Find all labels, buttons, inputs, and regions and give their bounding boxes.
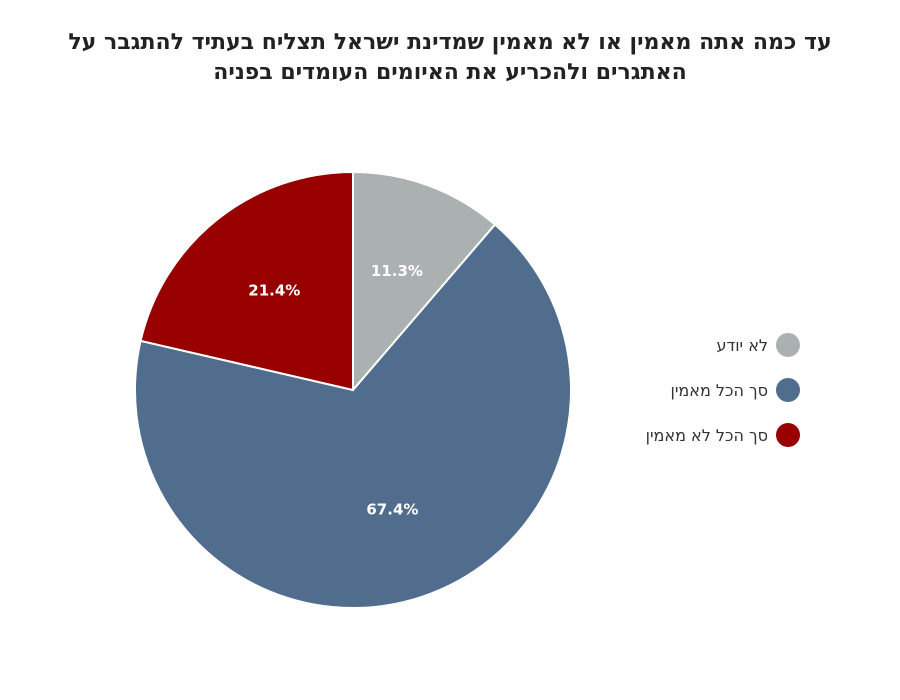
chart-title: עד כמה אתה מאמין או לא מאמין שמדינת ישרא… (68, 30, 832, 85)
legend-item-dont-believe: סך הכל לא מאמין (646, 420, 800, 450)
slice-value-label: 67.4% (366, 501, 418, 519)
pie-slice-believe (133, 223, 572, 609)
legend-swatch-icon (776, 333, 800, 357)
legend-label: סך הכל לא מאמין (645, 425, 768, 445)
pie-slice-dont-know (352, 170, 497, 393)
slice-value-label: 11.3% (371, 262, 423, 280)
legend-item-dont-know: לא יודע (646, 330, 800, 360)
legend-swatch-icon (776, 423, 800, 447)
legend-swatch-icon (776, 378, 800, 402)
chart-legend: לא יודע סך הכל מאמין סך הכל לא מאמין (646, 330, 800, 465)
legend-label: סך הכל מאמין (670, 380, 768, 400)
legend-item-believe: סך הכל מאמין (646, 375, 800, 405)
pie-slice-dont-believe (139, 170, 354, 392)
slice-value-label: 21.4% (248, 282, 300, 300)
legend-label: לא יודע (716, 335, 768, 355)
